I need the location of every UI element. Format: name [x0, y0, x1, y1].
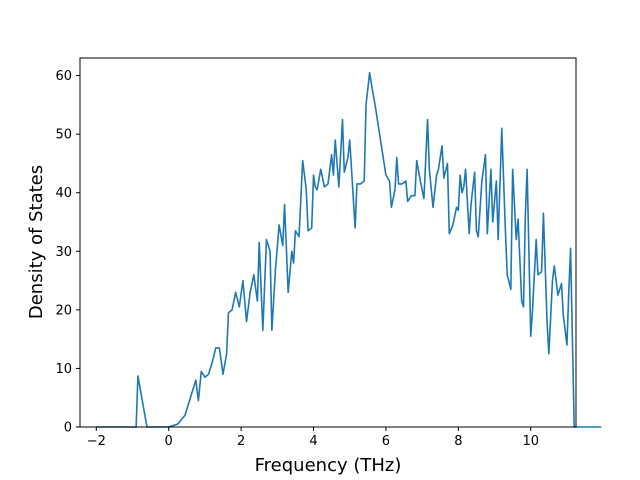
x-tick-label: −2: [87, 434, 106, 449]
x-tick-label: 0: [165, 434, 173, 449]
series-line-0: [96, 71, 602, 428]
x-axis-label: Frequency (THz): [255, 455, 402, 476]
y-tick-label: 0: [64, 421, 72, 436]
y-axis-ticks: 0 10 20 30 40 50 60: [55, 69, 80, 436]
y-tick-label: 20: [55, 303, 72, 318]
x-tick-label: 2: [237, 434, 245, 449]
y-axis-label: Density of States: [26, 165, 47, 319]
x-axis-ticks: −2 0 2 4 6 8 10: [87, 427, 539, 449]
x-tick-label: 8: [454, 434, 462, 449]
plot-frame: [79, 57, 577, 428]
x-tick-label: 4: [309, 434, 317, 449]
x-tick-label: 10: [522, 434, 539, 449]
y-tick-label: 10: [55, 362, 72, 377]
y-tick-label: 60: [55, 69, 72, 84]
y-tick-label: 30: [55, 245, 72, 260]
plot-area: [79, 57, 602, 428]
x-tick-label: 6: [382, 434, 390, 449]
y-tick-label: 50: [55, 128, 72, 143]
y-tick-label: 40: [55, 186, 72, 201]
